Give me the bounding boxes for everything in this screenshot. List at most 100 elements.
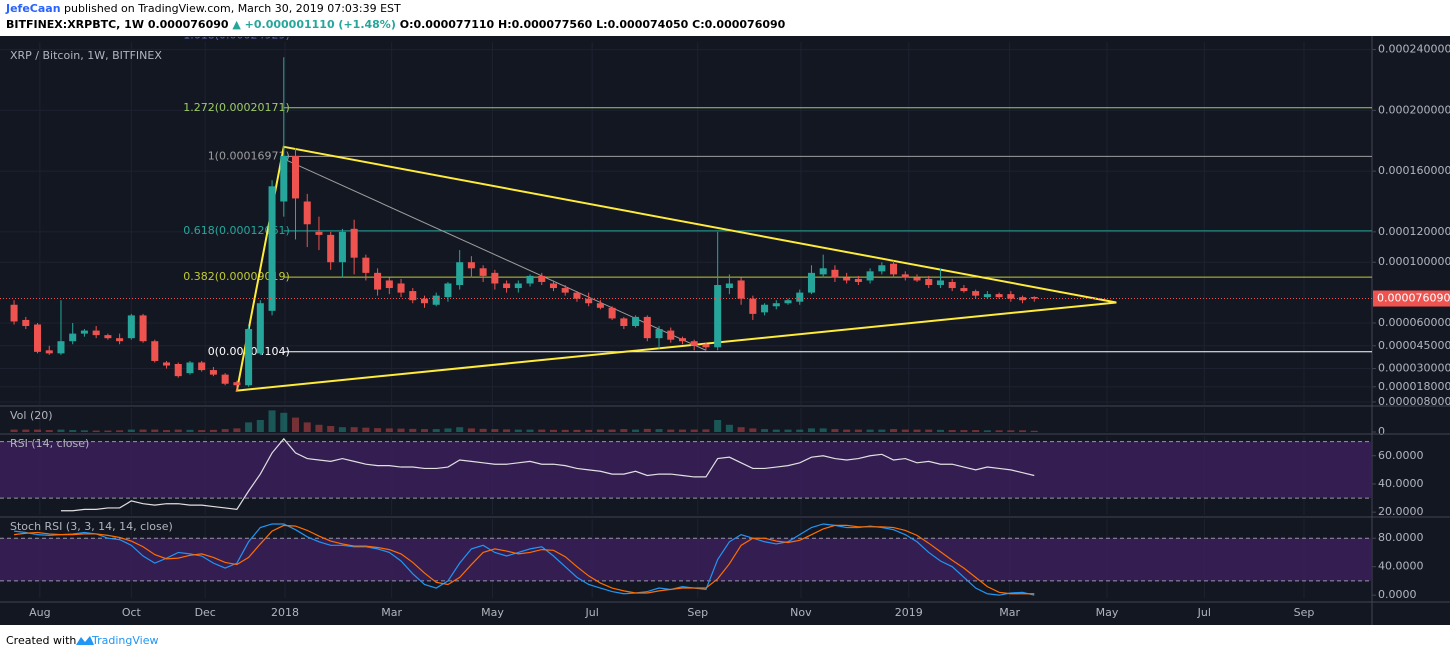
volume-bar xyxy=(280,412,288,432)
candle-body xyxy=(45,350,53,354)
volume-bar xyxy=(479,428,487,432)
volume-bar xyxy=(620,429,628,432)
x-tick-label: 2019 xyxy=(895,606,923,619)
candle-body xyxy=(245,329,253,386)
candle-body xyxy=(151,341,159,361)
candle-body xyxy=(749,298,757,314)
y-tick-label: 60.0000 xyxy=(1378,449,1424,462)
change: ▲ +0.000001110 (+1.48%) xyxy=(232,18,396,31)
y-tick-label: 0.0000 xyxy=(1378,588,1417,601)
y-tick-label: 80.0000 xyxy=(1378,531,1424,544)
publish-line: JefeCaan published on TradingView.com, M… xyxy=(5,2,401,15)
volume-bar xyxy=(256,420,264,432)
y-tick-label: 0.000045000 xyxy=(1378,339,1450,352)
volume-bar xyxy=(737,427,745,432)
candle-body xyxy=(737,280,745,299)
x-tick-label: Sep xyxy=(1294,606,1315,619)
volume-bar xyxy=(1007,430,1015,432)
candle-body xyxy=(385,280,393,289)
candle-body xyxy=(549,283,558,289)
x-tick-label: Sep xyxy=(687,606,708,619)
candle-body xyxy=(678,338,686,342)
volume-bar xyxy=(10,429,18,432)
candle-body xyxy=(57,341,65,354)
x-tick-label: May xyxy=(481,606,504,619)
candle-body xyxy=(139,315,147,342)
volume-bar xyxy=(45,430,53,432)
volume-bar xyxy=(186,429,194,432)
candle-body xyxy=(526,275,534,284)
x-tick-label: Mar xyxy=(999,606,1020,619)
volume-bar xyxy=(573,429,581,432)
y-tick-label: 0.000030000 xyxy=(1378,362,1450,375)
candle-body xyxy=(1007,294,1015,299)
candle-body xyxy=(960,288,968,292)
fib-label: 0.382(0.00009019) xyxy=(183,270,290,283)
candle-body xyxy=(995,294,1003,298)
candle-body xyxy=(807,272,815,293)
candle-body xyxy=(573,292,581,299)
y-tick-label: 0.000200000 xyxy=(1378,103,1450,116)
volume-bar xyxy=(315,424,323,432)
author[interactable]: JefeCaan xyxy=(5,2,61,15)
candle-body xyxy=(690,341,698,346)
volume-bar xyxy=(1030,430,1038,432)
footer-brand[interactable]: TradingView xyxy=(91,634,158,647)
y-tick-label: 20.0000 xyxy=(1378,505,1424,518)
candle-body xyxy=(761,304,769,313)
volume-bar xyxy=(420,429,429,432)
fib-label: 1(0.00016971) xyxy=(208,149,290,162)
volume-bar xyxy=(831,429,839,432)
last: 0.000076090 xyxy=(148,18,229,31)
candle-body xyxy=(34,324,42,352)
volume-bar xyxy=(104,430,112,432)
candle-body xyxy=(467,262,475,269)
candle-body xyxy=(514,283,522,289)
y-tick-label: 0.000100000 xyxy=(1378,255,1450,268)
candle-body xyxy=(503,283,511,289)
volume-bar xyxy=(714,420,722,432)
symbol-line: BITFINEX:XRPBTC, 1W 0.000076090 ▲ +0.000… xyxy=(6,18,786,31)
volume-bar xyxy=(561,429,569,432)
footer-logo xyxy=(76,636,94,645)
volume-bar xyxy=(385,428,393,432)
volume-bar xyxy=(198,430,206,432)
ohlc: O:0.000077110 H:0.000077560 L:0.00007405… xyxy=(400,18,786,31)
candle-body xyxy=(10,304,18,322)
candle-body xyxy=(866,271,874,281)
candle-body xyxy=(890,263,898,275)
candle-body xyxy=(362,257,370,273)
volume-bar xyxy=(843,429,851,432)
candle-body xyxy=(725,283,733,289)
pane-title: Stoch RSI (3, 3, 14, 14, close) xyxy=(10,520,173,533)
fib-label: 1.272(0.00020171) xyxy=(183,101,290,114)
candle-body xyxy=(1019,297,1027,301)
candle-body xyxy=(198,362,206,371)
y-tick-label: 0.000018000 xyxy=(1378,380,1450,393)
volume-bar xyxy=(655,429,663,432)
pane-title: XRP / Bitcoin, 1W, BITFINEX xyxy=(10,49,162,62)
footer-created: Created with xyxy=(6,634,76,647)
candle-body xyxy=(221,374,229,384)
candle-body xyxy=(620,318,628,327)
candle-body xyxy=(186,362,194,374)
y-tick-label: 40.0000 xyxy=(1378,477,1424,490)
x-tick-label: Jul xyxy=(1197,606,1211,619)
candle-body xyxy=(936,280,944,286)
volume-bar xyxy=(1019,430,1027,432)
candle-body xyxy=(878,265,886,272)
candle-body xyxy=(397,283,405,293)
volume-bar xyxy=(901,429,909,432)
chart-bg xyxy=(0,36,1450,625)
volume-bar xyxy=(151,429,159,432)
x-tick-label: Nov xyxy=(790,606,812,619)
y-tick-label: 0.000120000 xyxy=(1378,225,1450,238)
volume-bar xyxy=(362,427,370,432)
candle-body xyxy=(901,274,909,278)
volume-bar xyxy=(807,428,815,432)
candle-body xyxy=(983,294,991,298)
candle-body xyxy=(209,370,217,375)
volume-bar xyxy=(936,429,944,432)
x-tick-label: Dec xyxy=(195,606,216,619)
volume-bar xyxy=(327,426,335,432)
